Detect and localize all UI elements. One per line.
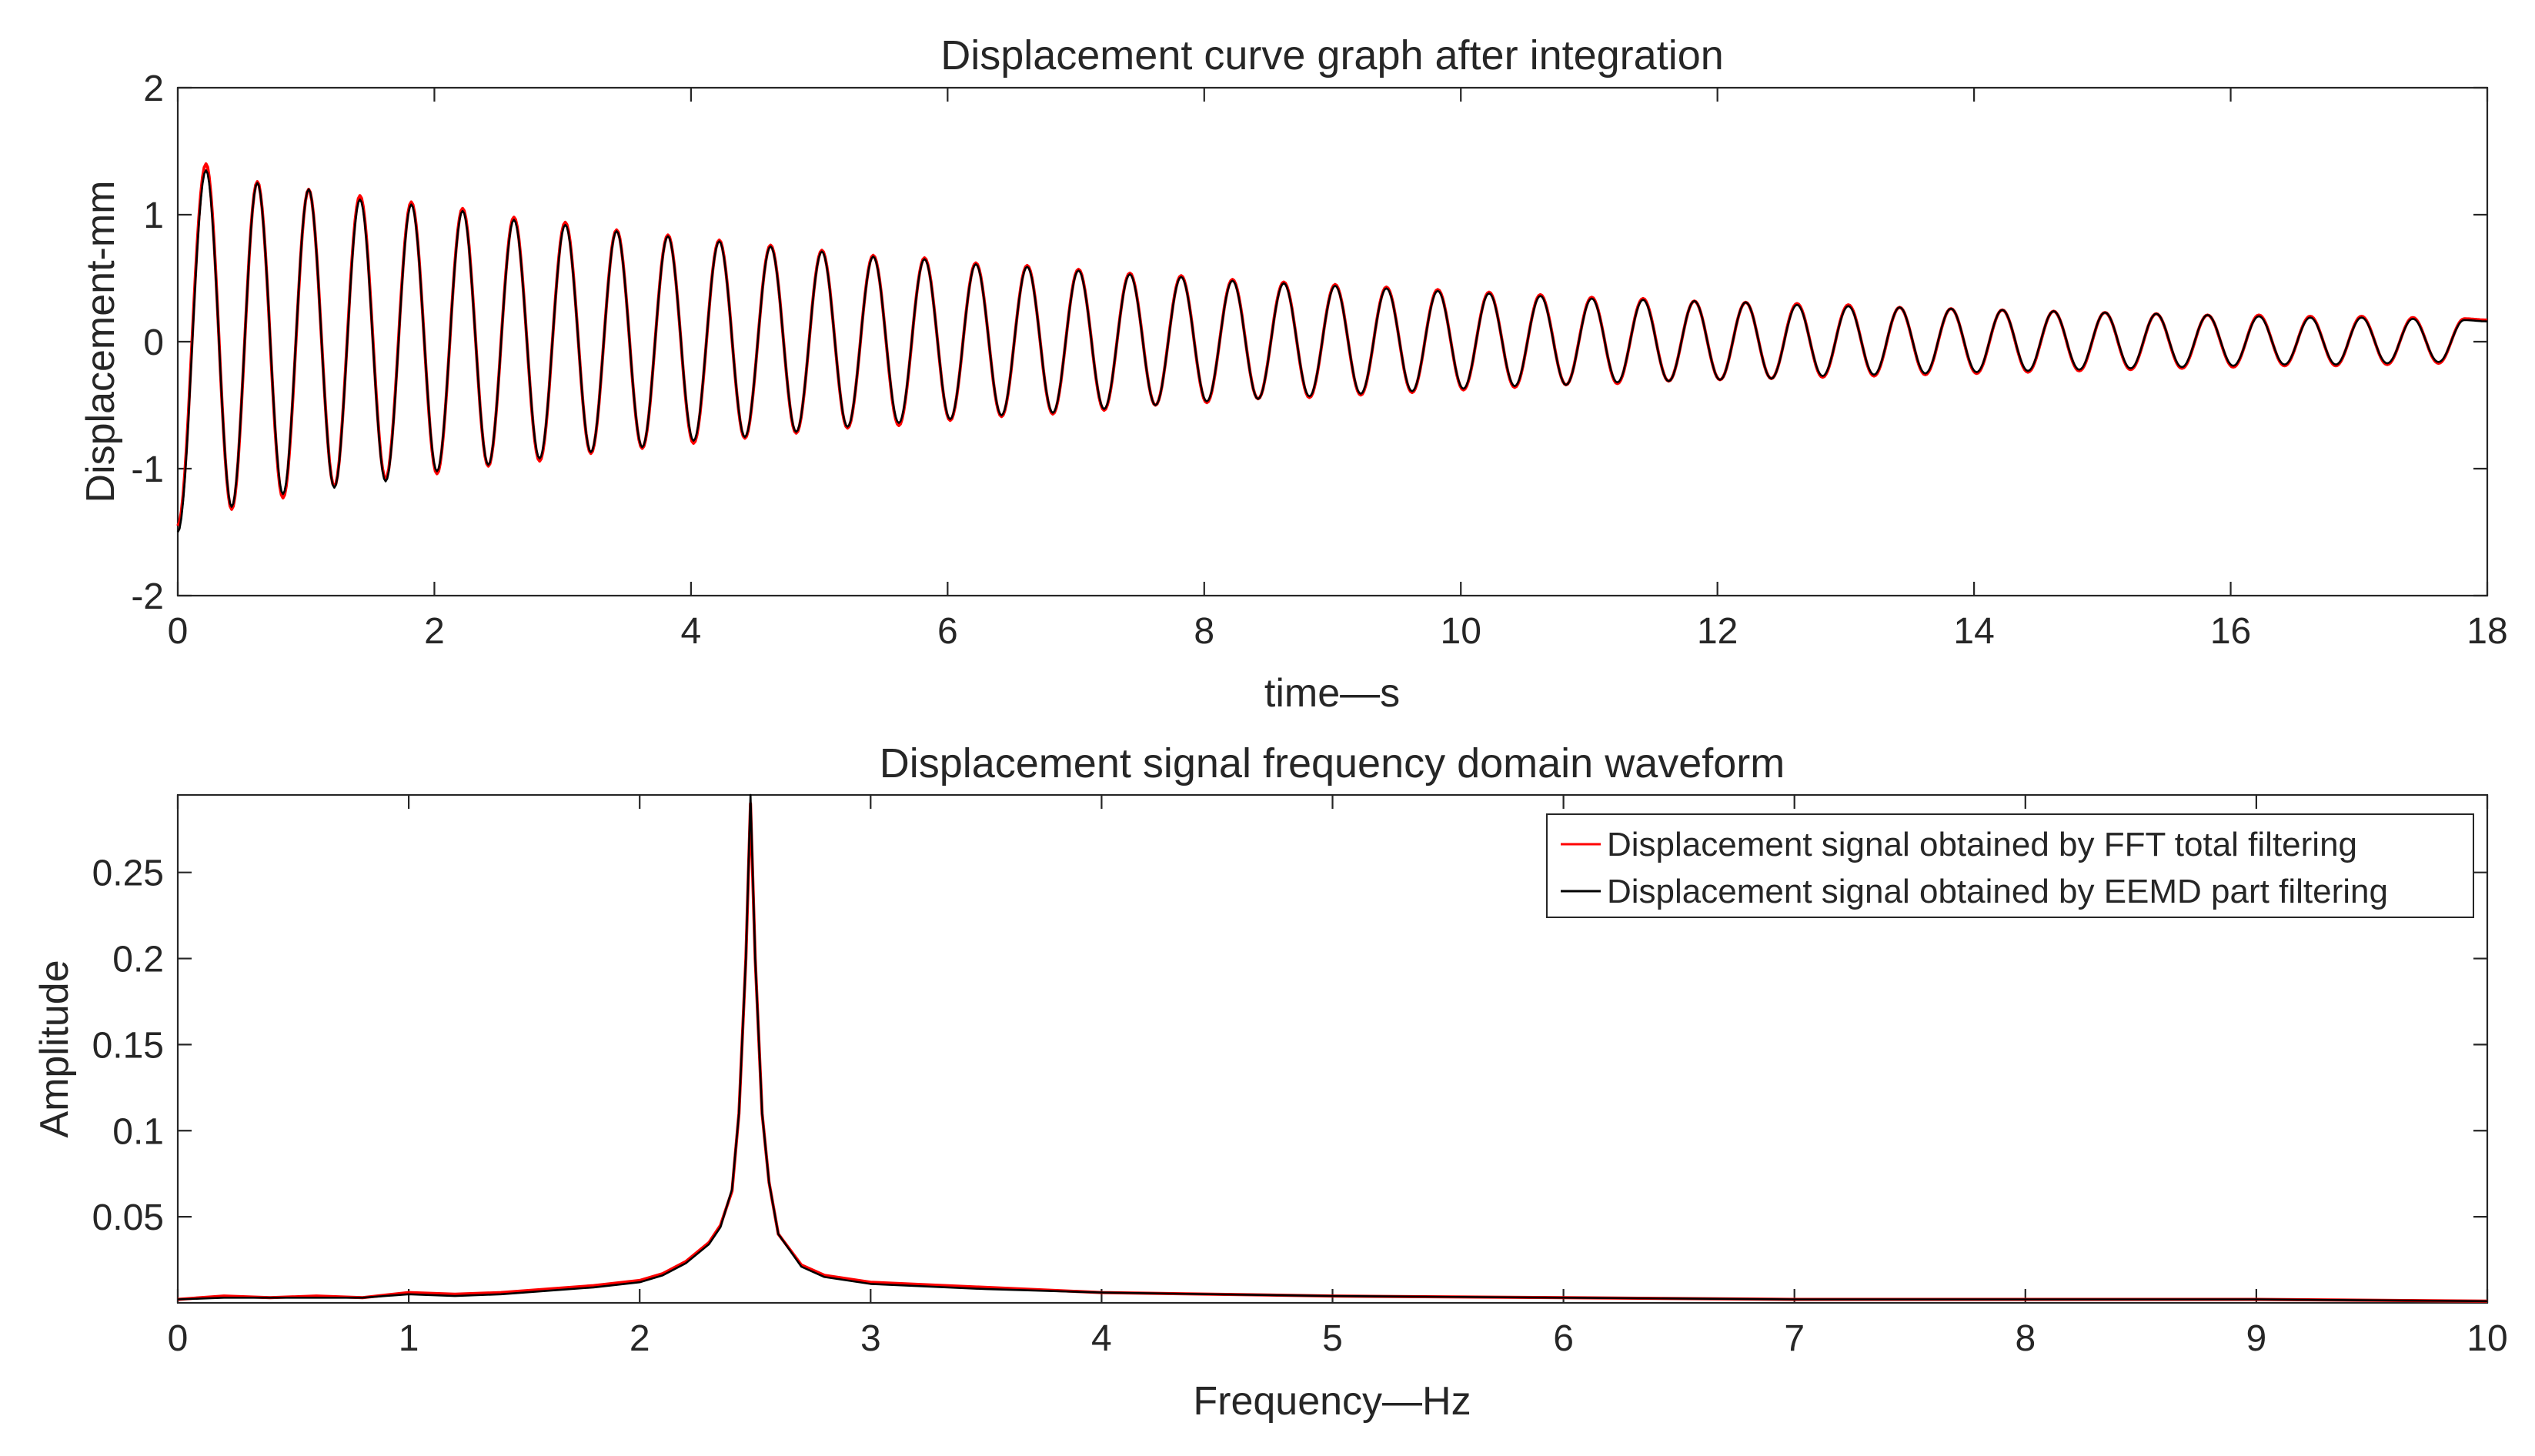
x-tick-label: 7 bbox=[1784, 1318, 1805, 1359]
x-axis: 0 2 4 6 8 10 12 14 16 18 bbox=[168, 88, 2508, 652]
y-axis-label: Amplitude bbox=[32, 960, 77, 1137]
x-axis-label: Frequency—Hz bbox=[1193, 1379, 1471, 1424]
y-tick-label: 0.2 bbox=[112, 940, 164, 980]
chart-title: Displacement curve graph after integrati… bbox=[940, 32, 1724, 78]
x-tick-label: 3 bbox=[860, 1318, 881, 1359]
frequency-spectrum-chart: Displacement signal frequency domain wav… bbox=[32, 740, 2508, 1424]
x-tick-label: 4 bbox=[681, 611, 702, 652]
legend-box bbox=[1546, 813, 2474, 918]
chart-title: Displacement signal frequency domain wav… bbox=[880, 740, 1785, 786]
y-tick-label: 1 bbox=[143, 195, 164, 236]
x-tick-label: 6 bbox=[937, 611, 958, 652]
x-tick-label: 6 bbox=[1553, 1318, 1574, 1359]
x-tick-label: 5 bbox=[1322, 1318, 1343, 1359]
x-tick-label: 8 bbox=[1194, 611, 1214, 652]
displacement-time-chart: Displacement curve graph after integrati… bbox=[78, 32, 2508, 716]
x-tick-label: 10 bbox=[2467, 1318, 2507, 1359]
series-group bbox=[177, 793, 2488, 1303]
x-tick-label: 14 bbox=[1953, 611, 1994, 652]
y-axis-label: Displacement-mm bbox=[78, 181, 123, 503]
series-line-red bbox=[176, 162, 2488, 527]
y-tick-label: 0.25 bbox=[92, 853, 164, 894]
y-tick-label: 0 bbox=[143, 322, 164, 363]
x-axis: 0 1 2 3 4 5 6 7 8 9 10 bbox=[168, 795, 2508, 1359]
legend-label-eemd: Displacement signal obtained by EEMD par… bbox=[1607, 873, 2388, 910]
x-tick-label: 10 bbox=[1441, 611, 1481, 652]
y-tick-label: 0.05 bbox=[92, 1197, 164, 1238]
x-tick-label: 0 bbox=[168, 611, 189, 652]
x-tick-label: 12 bbox=[1697, 611, 1738, 652]
y-tick-label: 2 bbox=[143, 68, 164, 109]
x-axis-label: time—s bbox=[1264, 671, 1400, 716]
x-tick-label: 2 bbox=[424, 611, 445, 652]
x-tick-label: 4 bbox=[1091, 1318, 1112, 1359]
x-tick-label: 16 bbox=[2210, 611, 2251, 652]
y-tick-label: 0.1 bbox=[112, 1111, 164, 1152]
x-tick-label: 2 bbox=[630, 1318, 650, 1359]
y-tick-label: 0.15 bbox=[92, 1025, 164, 1066]
y-tick-label: -1 bbox=[131, 449, 164, 490]
series-line-black bbox=[177, 793, 2488, 1303]
x-tick-label: 9 bbox=[2246, 1318, 2267, 1359]
plot-frame bbox=[176, 86, 2489, 597]
series-line-black bbox=[176, 169, 2487, 533]
y-axis: 0.25 0.2 0.15 0.1 0.05 bbox=[92, 853, 2487, 1238]
x-tick-label: 18 bbox=[2467, 611, 2507, 652]
x-tick-label: 8 bbox=[2015, 1318, 2036, 1359]
legend: Displacement signal obtained by FFT tota… bbox=[1546, 813, 2474, 918]
y-tick-label: -2 bbox=[131, 576, 164, 617]
y-axis: 2 1 0 -1 -2 bbox=[131, 68, 2487, 617]
x-tick-label: 1 bbox=[399, 1318, 419, 1359]
x-tick-label: 0 bbox=[168, 1318, 189, 1359]
legend-label-fft: Displacement signal obtained by FFT tota… bbox=[1607, 826, 2357, 863]
series-group bbox=[176, 162, 2488, 533]
